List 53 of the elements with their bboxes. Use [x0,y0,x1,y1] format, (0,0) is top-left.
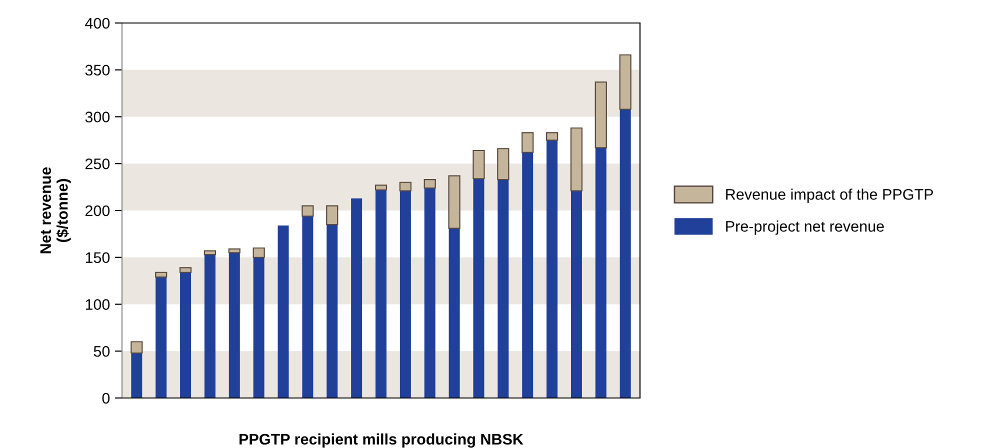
bar [498,180,509,398]
y-tick-label: 50 [94,346,110,357]
bar [424,179,436,189]
bar [376,190,386,398]
bar [620,109,631,398]
bar [155,272,168,278]
legend-label: Pre-project net revenue [726,220,884,235]
bar [448,228,460,398]
y-tick-label: 250 [85,158,110,170]
bar [400,190,411,398]
bar [253,257,264,398]
bar [570,127,583,192]
bar [570,190,582,398]
y-tick-label: 400 [85,18,110,29]
bar [351,198,362,398]
bar [424,188,436,398]
bar [228,252,240,398]
bar [252,247,265,258]
y-tick-label: 300 [85,112,110,122]
bar [326,205,338,226]
bar [374,184,388,190]
y-axis-title: Net revenue ($/tonne) [40,167,71,254]
bar [546,132,558,141]
bar [204,254,216,398]
bar [228,248,240,254]
bar [448,175,460,229]
y-tick-label: 0 [102,392,110,404]
y-tick-label: 200 [85,205,110,216]
legend-label: Revenue impact of the PPGTP [726,188,933,203]
bar [595,148,606,398]
y-tick-label: 100 [86,299,110,310]
bar [131,353,142,398]
bar [278,226,289,398]
bar [522,152,534,398]
bar [522,132,534,153]
bar [399,182,412,192]
bar [472,150,485,180]
bar [619,54,632,110]
bar [546,140,558,398]
bar [204,250,216,256]
bar [130,341,143,354]
bar [497,148,510,180]
bar [302,205,314,217]
bar [594,82,607,148]
bar [156,277,167,398]
bar [179,267,192,273]
bar [180,272,192,398]
y-tick-label: 150 [86,252,110,264]
bar [473,178,484,398]
y-tick-label: 350 [85,64,110,76]
x-axis-title: PPGTP recipient mills producing NBSK [240,433,524,448]
bar [302,216,314,398]
bar [326,224,338,398]
